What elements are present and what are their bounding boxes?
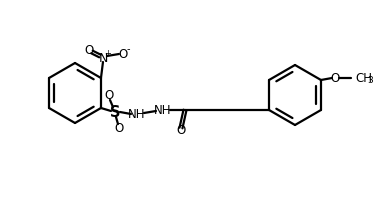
Text: +: +: [104, 49, 111, 57]
Text: O: O: [114, 123, 124, 135]
Text: CH: CH: [355, 71, 372, 85]
Text: 3: 3: [367, 75, 373, 85]
Text: O: O: [84, 44, 94, 56]
Text: N: N: [98, 51, 108, 65]
Text: NH: NH: [128, 108, 146, 121]
Text: O: O: [118, 48, 128, 61]
Text: S: S: [110, 105, 120, 120]
Text: O: O: [176, 125, 186, 137]
Text: NH: NH: [154, 104, 172, 116]
Text: -: -: [127, 44, 130, 54]
Text: O: O: [104, 89, 114, 102]
Text: O: O: [330, 71, 340, 85]
